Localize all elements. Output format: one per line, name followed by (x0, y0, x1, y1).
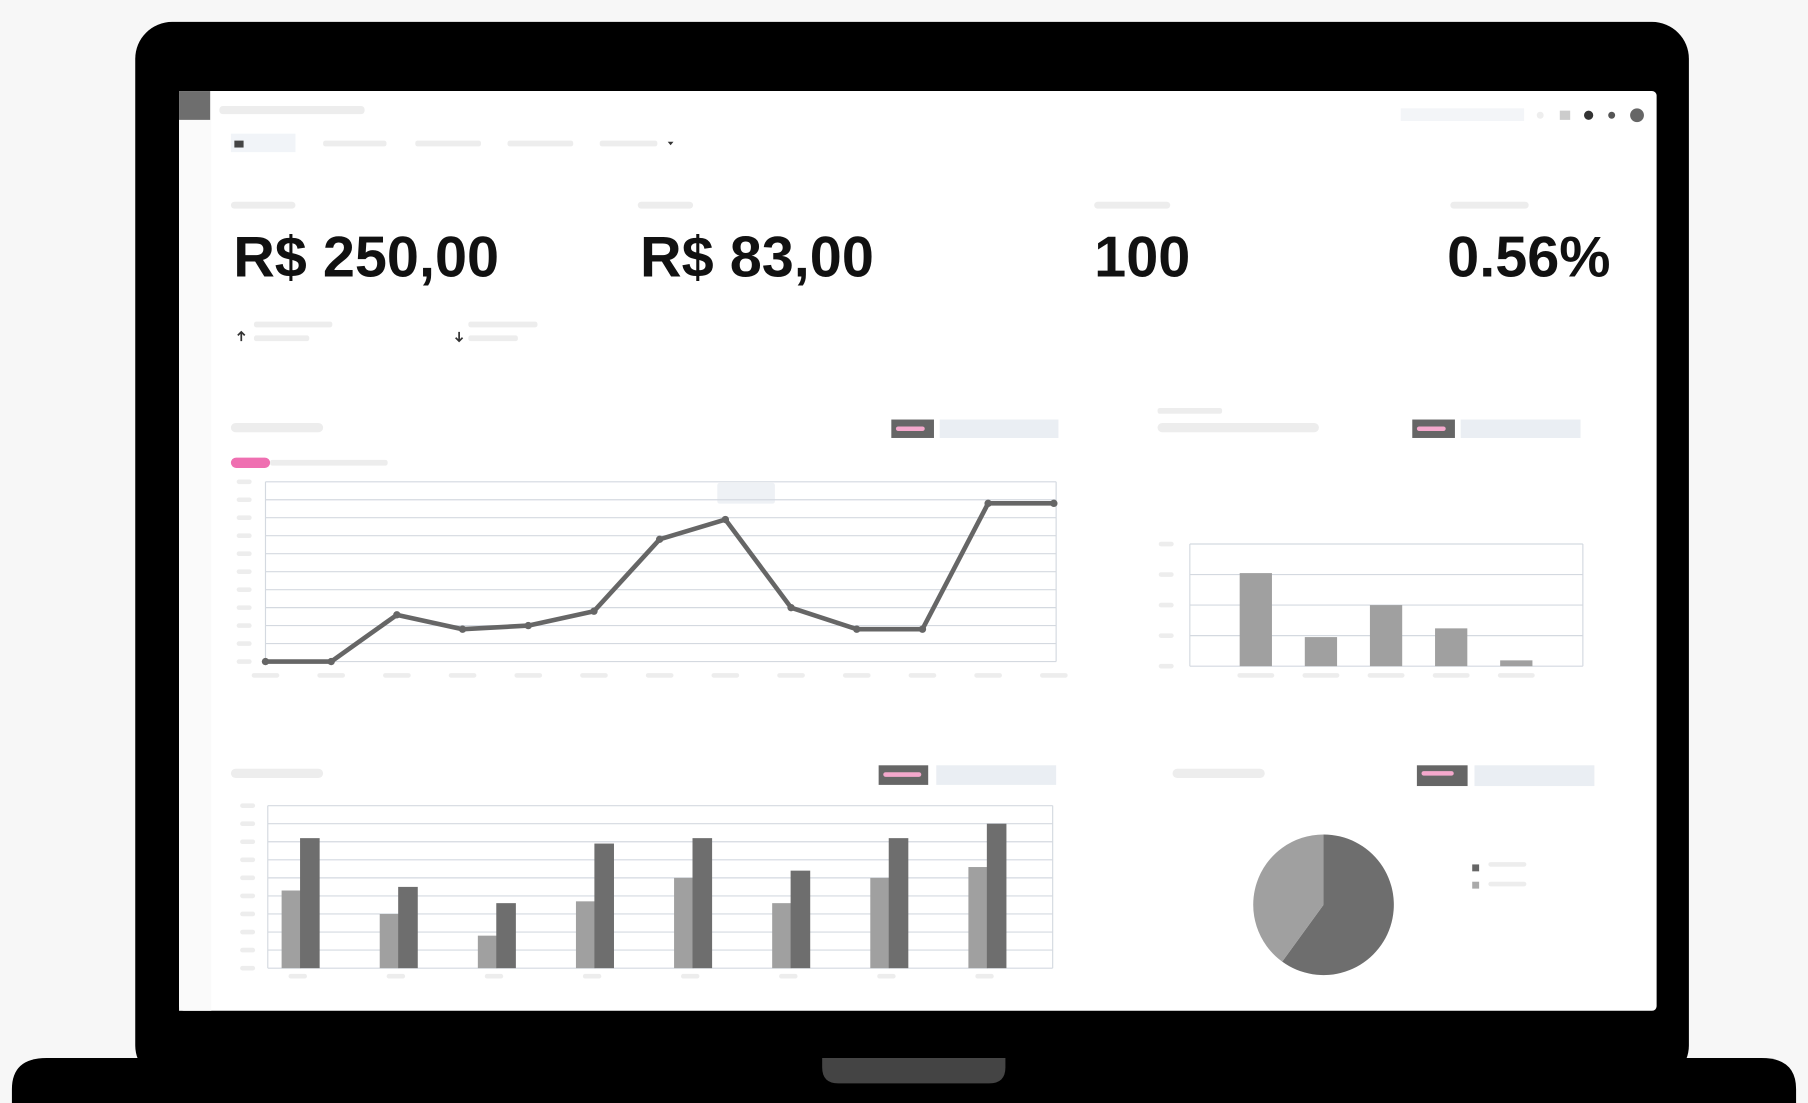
bar (987, 824, 1007, 968)
bar (594, 844, 614, 969)
sidebar-logo (179, 91, 210, 120)
sidebar (179, 91, 211, 1011)
x-tick-placeholder (975, 974, 993, 979)
bar (300, 838, 320, 968)
bar (478, 936, 498, 969)
y-tick-placeholder (240, 930, 255, 935)
bar (772, 903, 792, 968)
x-tick-placeholder (383, 673, 411, 678)
y-tick-placeholder (240, 821, 255, 826)
point (787, 604, 794, 611)
y-tick-placeholder (1159, 603, 1174, 608)
point (590, 608, 597, 615)
y-tick-placeholder (240, 876, 255, 881)
x-tick-placeholder (877, 974, 895, 979)
point (853, 626, 860, 633)
x-tick-placeholder (449, 673, 477, 678)
bar (968, 867, 988, 968)
bar (576, 901, 596, 968)
laptop-notch (822, 1058, 1005, 1083)
y-tick-placeholder (240, 966, 255, 971)
x-tick-placeholder (712, 673, 740, 678)
kpi-value: R$ 83,00 (640, 226, 874, 290)
x-tick-placeholder (583, 974, 601, 979)
x-tick-placeholder (1498, 673, 1535, 678)
y-tick-placeholder (240, 839, 255, 844)
y-tick-placeholder (1159, 542, 1174, 547)
point (525, 622, 532, 629)
bar (693, 838, 713, 968)
point (262, 658, 269, 665)
y-tick-placeholder (237, 587, 252, 592)
x-tick-placeholder (289, 974, 307, 979)
x-tick-placeholder (843, 673, 871, 678)
point (656, 536, 663, 543)
x-tick-placeholder (779, 974, 797, 979)
bar (282, 891, 302, 969)
x-tick-placeholder (777, 673, 805, 678)
bar (1305, 637, 1337, 666)
x-tick-placeholder (1368, 673, 1405, 678)
bar (889, 838, 909, 968)
x-tick-placeholder (646, 673, 674, 678)
point (459, 626, 466, 633)
bar (496, 903, 516, 968)
x-tick-placeholder (974, 673, 1002, 678)
point (393, 611, 400, 618)
bar (791, 871, 811, 969)
point (327, 658, 334, 665)
point (722, 516, 729, 523)
y-tick-placeholder (237, 623, 252, 628)
x-tick-placeholder (317, 673, 345, 678)
y-tick-placeholder (1159, 633, 1174, 638)
kpi-value: 100 (1094, 226, 1190, 290)
x-tick-placeholder (1302, 673, 1339, 678)
y-tick-placeholder (1159, 572, 1174, 577)
x-tick-placeholder (1433, 673, 1470, 678)
bar (1435, 628, 1467, 666)
y-tick-placeholder (237, 605, 252, 610)
y-tick-placeholder (237, 479, 252, 484)
y-tick-placeholder (237, 569, 252, 574)
bar (1240, 573, 1272, 666)
y-tick-placeholder (237, 551, 252, 556)
y-tick-placeholder (240, 858, 255, 863)
kpi-value: R$ 250,00 (233, 226, 499, 290)
point (919, 626, 926, 633)
point (984, 500, 991, 507)
y-tick-placeholder (237, 659, 252, 664)
x-tick-placeholder (514, 673, 542, 678)
y-tick-placeholder (240, 894, 255, 899)
x-tick-placeholder (681, 974, 699, 979)
x-tick-placeholder (1040, 673, 1068, 678)
y-tick-placeholder (237, 641, 252, 646)
x-tick-placeholder (252, 673, 280, 678)
point (1050, 500, 1057, 507)
bar (674, 878, 694, 968)
x-tick-placeholder (580, 673, 608, 678)
x-tick-placeholder (387, 974, 405, 979)
y-tick-placeholder (240, 948, 255, 953)
x-tick-placeholder (1237, 673, 1274, 678)
bar (380, 914, 400, 968)
x-tick-placeholder (909, 673, 937, 678)
page: {"kpis":["R$ 250,00","R$ 83,00","100","0… (0, 0, 1808, 1103)
bar (1370, 605, 1402, 666)
x-tick-placeholder (485, 974, 503, 979)
y-tick-placeholder (1159, 664, 1174, 669)
bar (398, 887, 418, 968)
y-tick-placeholder (237, 515, 252, 520)
laptop-illustration: R$ 250,00 R$ 83,00 100 0.56% (0, 0, 1808, 1103)
y-tick-placeholder (240, 912, 255, 917)
kpi-value: 0.56% (1447, 226, 1610, 290)
bar (1500, 660, 1532, 666)
y-tick-placeholder (237, 497, 252, 502)
y-tick-placeholder (237, 533, 252, 538)
bar (870, 878, 890, 968)
y-tick-placeholder (240, 803, 255, 808)
